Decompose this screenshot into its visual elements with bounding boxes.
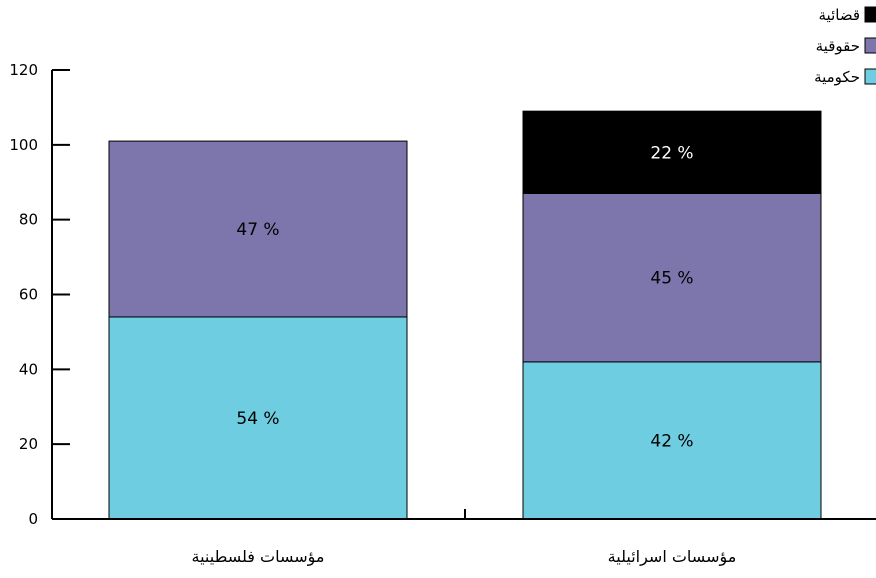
bars-group: 54 % 47 % 42 % 45 % 22 % — [108, 110, 822, 520]
y-tick-label: 100 — [9, 136, 38, 154]
category-label: مؤسسات فلسطينية — [192, 547, 325, 567]
legend: قضائية حقوقية حكومية — [814, 6, 876, 86]
bar-segment — [522, 110, 822, 194]
y-ticks-group: 0 20 40 60 80 100 120 — [9, 61, 70, 528]
category-label: مؤسسات اسرائيلية — [608, 547, 737, 567]
legend-swatch — [864, 68, 876, 85]
legend-label: حكومية — [814, 68, 860, 86]
category-labels-group: مؤسسات فلسطينية مؤسسات اسرائيلية — [192, 547, 737, 567]
data-label: 42 % — [650, 431, 693, 451]
bar-segment — [108, 316, 408, 520]
data-label: 54 % — [236, 409, 279, 429]
y-tick-label: 80 — [19, 211, 38, 229]
legend-label: قضائية — [819, 6, 861, 24]
data-label: 47 % — [236, 220, 279, 240]
bar-segment — [522, 192, 822, 363]
y-tick-label: 60 — [19, 286, 38, 304]
data-label: 22 % — [650, 143, 693, 163]
y-tick-label: 120 — [9, 61, 38, 79]
legend-label: حقوقية — [816, 37, 860, 55]
legend-swatch — [864, 6, 876, 23]
bar-segment — [108, 140, 408, 318]
legend-swatch — [864, 37, 876, 54]
y-tick-label: 20 — [19, 435, 38, 453]
y-tick-label: 40 — [19, 360, 38, 378]
data-label: 45 % — [650, 269, 693, 289]
y-tick-label: 0 — [28, 510, 38, 528]
